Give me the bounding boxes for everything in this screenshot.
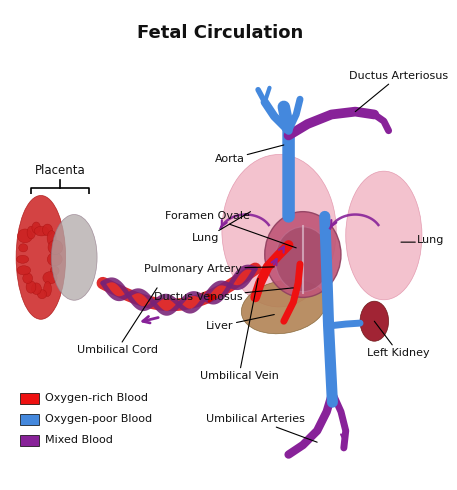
- Text: Oxygen-poor Blood: Oxygen-poor Blood: [45, 415, 152, 424]
- Ellipse shape: [17, 266, 31, 275]
- Ellipse shape: [37, 290, 47, 299]
- Ellipse shape: [17, 229, 32, 243]
- Text: Mixed Blood: Mixed Blood: [45, 435, 112, 445]
- Text: Liver: Liver: [206, 315, 274, 331]
- Ellipse shape: [19, 244, 28, 252]
- Ellipse shape: [51, 215, 97, 300]
- Ellipse shape: [32, 222, 41, 233]
- Ellipse shape: [34, 226, 49, 236]
- Ellipse shape: [27, 226, 36, 239]
- Ellipse shape: [43, 224, 53, 236]
- Ellipse shape: [32, 283, 41, 294]
- Text: Aorta: Aorta: [214, 145, 284, 164]
- Ellipse shape: [47, 231, 56, 245]
- Text: Umbilical Arteries: Umbilical Arteries: [206, 415, 317, 442]
- Ellipse shape: [43, 271, 57, 284]
- Text: Ductus Arteriosus: Ductus Arteriosus: [349, 72, 448, 112]
- Ellipse shape: [44, 282, 52, 296]
- Ellipse shape: [16, 255, 29, 263]
- Text: Oxygen-rich Blood: Oxygen-rich Blood: [45, 393, 148, 403]
- Ellipse shape: [222, 154, 336, 307]
- Bar: [20, 392, 39, 404]
- Text: Ductus Venosus: Ductus Venosus: [154, 288, 293, 302]
- Text: Placenta: Placenta: [35, 164, 85, 177]
- Text: Lung: Lung: [417, 235, 445, 245]
- Bar: [20, 435, 39, 446]
- Text: Pulmonary Artery: Pulmonary Artery: [144, 264, 274, 274]
- Ellipse shape: [346, 171, 422, 300]
- Text: Foramen Ovale: Foramen Ovale: [165, 211, 296, 248]
- Ellipse shape: [275, 227, 330, 292]
- Ellipse shape: [48, 240, 63, 255]
- Ellipse shape: [50, 267, 59, 275]
- Ellipse shape: [23, 273, 32, 283]
- Ellipse shape: [360, 301, 388, 341]
- Ellipse shape: [26, 281, 36, 293]
- Ellipse shape: [241, 280, 326, 334]
- Ellipse shape: [47, 253, 62, 266]
- Text: Lung: Lung: [192, 212, 250, 244]
- Text: Umbilical Vein: Umbilical Vein: [200, 278, 278, 381]
- Bar: [20, 414, 39, 425]
- Text: Fetal Circulation: Fetal Circulation: [137, 24, 303, 42]
- Ellipse shape: [16, 196, 66, 319]
- Text: Umbilical Cord: Umbilical Cord: [77, 288, 158, 355]
- Ellipse shape: [265, 212, 341, 297]
- Text: Left Kidney: Left Kidney: [367, 321, 430, 358]
